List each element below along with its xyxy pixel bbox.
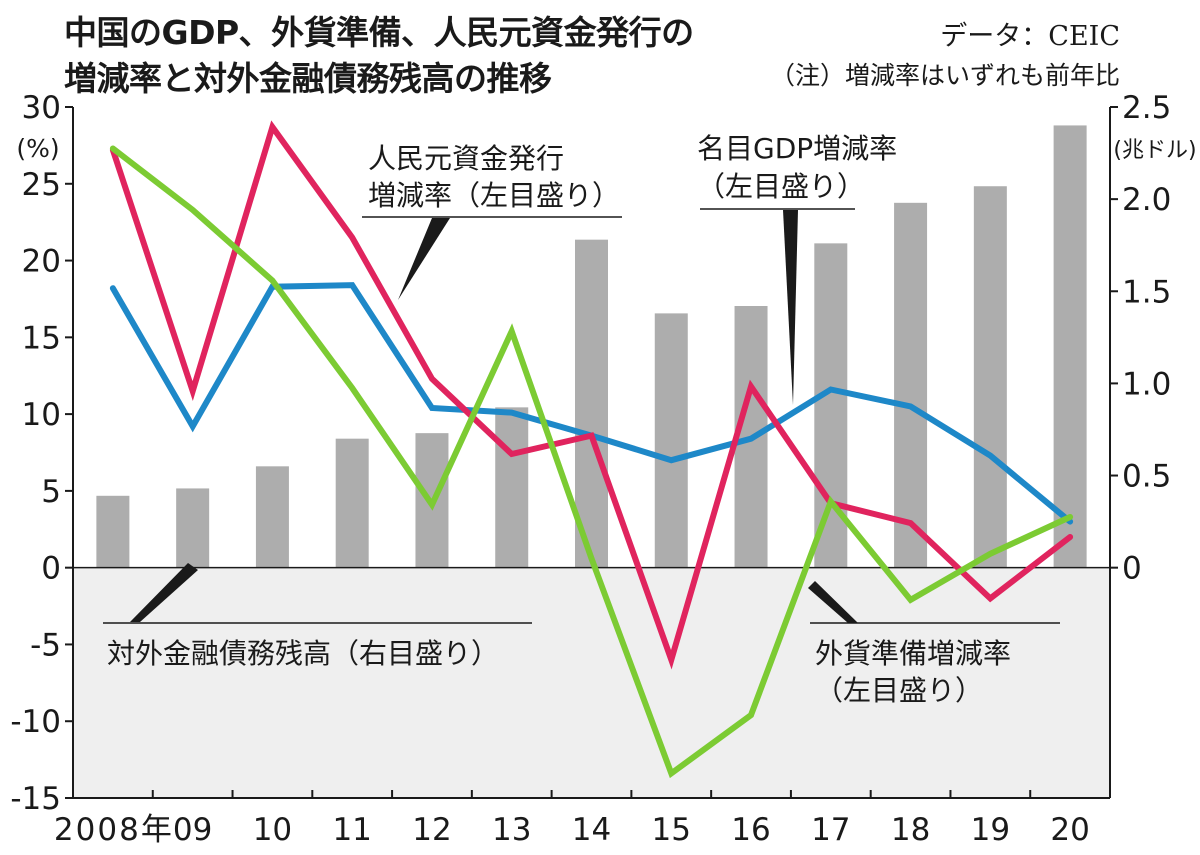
bar-debt-19	[973, 186, 1007, 568]
x-tick-label: 17	[811, 812, 850, 848]
right-tick-label: 1.0	[1122, 366, 1171, 402]
bar-debt-09	[176, 488, 210, 568]
x-tick-label: 10	[253, 812, 292, 848]
bar-debt-11	[335, 438, 369, 568]
x-tick-label: 2008年	[54, 812, 172, 848]
right-tick-label: 2.0	[1122, 182, 1171, 218]
right-axis-unit: (兆ドル)	[1113, 138, 1196, 163]
left-tick-label: 10	[22, 397, 61, 433]
x-tick-label: 13	[492, 812, 531, 848]
label-fx-pointer	[808, 581, 858, 623]
left-axis-unit: (%)	[16, 134, 59, 163]
bar-debt-2008年	[96, 495, 130, 568]
x-tick-label: 11	[332, 812, 371, 848]
line-人民元資金発行増減率（左目盛り）	[109, 120, 1074, 670]
x-tick-label: 20	[1050, 812, 1089, 848]
left-tick-label: -15	[10, 781, 61, 817]
x-tick-label: 18	[891, 812, 930, 848]
x-tick-label: 14	[572, 812, 611, 848]
chart-title-line-2: 増減率と対外金融債務残高の推移	[64, 59, 552, 98]
x-tick-label: 16	[731, 812, 770, 848]
label-rmb-line1: 人民元資金発行	[368, 142, 564, 175]
bar-debt-13	[495, 407, 529, 568]
line-外貨準備増減率（左目盛り）	[109, 145, 1074, 779]
chart-note: （注）増減率はいずれも前年比	[769, 61, 1120, 90]
label-gdp-line2: （左目盛り）	[697, 170, 865, 203]
left-tick-label: -5	[30, 627, 61, 663]
label-fx-line1: 外貨準備増減率	[815, 637, 1011, 670]
left-tick-label: 20	[22, 244, 61, 280]
label-rmb-pointer	[398, 218, 450, 300]
x-tick-label: 15	[652, 812, 691, 848]
negative-region	[73, 567, 1110, 798]
left-tick-label: -10	[10, 704, 61, 740]
right-tick-label: 1.5	[1122, 274, 1171, 310]
right-tick-label: 2.5	[1122, 90, 1171, 126]
label-debt: 対外金融債務残高（右目盛り）	[107, 637, 499, 670]
label-gdp-line1: 名目GDP増減率	[697, 132, 897, 165]
left-tick-label: 0	[41, 551, 61, 587]
right-tick-label: 0.5	[1122, 459, 1171, 495]
label-rmb-line2: 増減率（左目盛り）	[368, 179, 620, 212]
x-tick-label: 12	[412, 812, 451, 848]
data-source: データ：CEIC	[940, 21, 1120, 52]
bar-debt-20	[1053, 125, 1087, 568]
left-tick-label: 15	[22, 320, 61, 356]
label-gdp-pointer	[783, 210, 798, 405]
x-tick-label: 09	[173, 812, 212, 848]
chart-title-line-1: 中国のGDP、外貨準備、人民元資金発行の	[64, 13, 694, 52]
bar-debt-15	[654, 313, 688, 568]
label-debt-pointer	[130, 563, 198, 622]
left-tick-label: 25	[22, 167, 61, 203]
bar-debt-14	[575, 239, 608, 568]
bar-debt-18	[894, 202, 928, 568]
left-tick-label: 5	[41, 474, 61, 510]
left-tick-label: 30	[22, 90, 61, 126]
x-tick-label: 19	[971, 812, 1010, 848]
label-fx-line2: （左目盛り）	[815, 674, 983, 707]
bar-debt-10	[255, 466, 289, 568]
right-tick-label: 0	[1122, 551, 1142, 587]
